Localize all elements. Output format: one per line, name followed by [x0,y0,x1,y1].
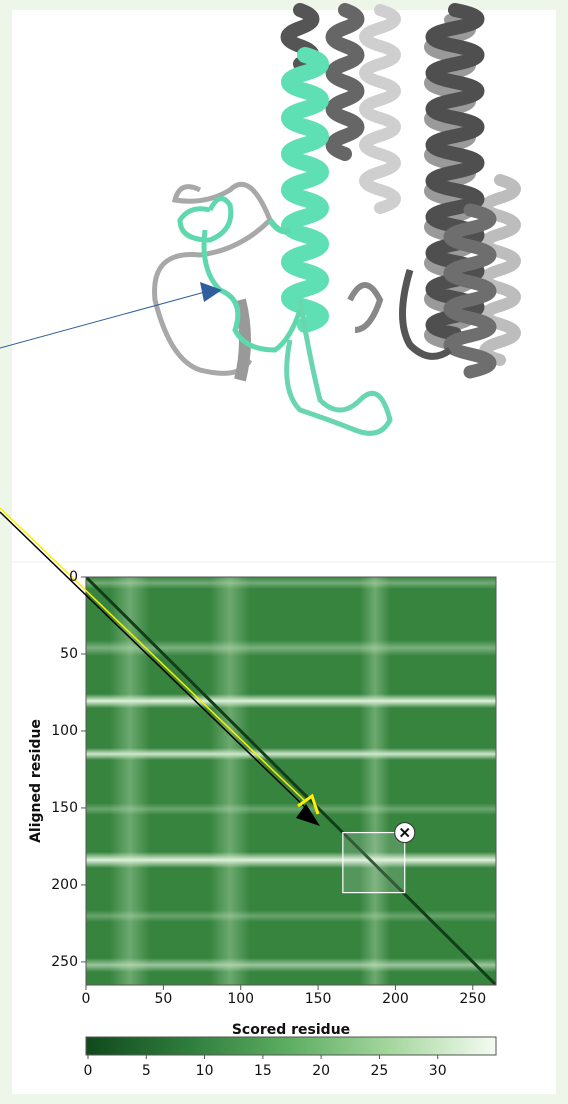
y-tick-label: 150 [51,800,78,816]
colorbar-tick-label: 20 [312,1063,330,1079]
x-tick-label: 150 [305,991,332,1007]
y-tick-label: 250 [51,954,78,970]
x-axis-label: Scored residue [232,1022,350,1038]
x-tick-label: 100 [227,991,254,1007]
colorbar-tick-label: 0 [84,1063,93,1079]
colorbar [86,1037,496,1055]
y-axis-label: Aligned residue [28,719,44,843]
selection-box [343,833,405,893]
x-tick-label: 250 [459,991,486,1007]
y-tick-label: 50 [60,646,78,662]
colorbar-tick-label: 15 [254,1063,272,1079]
close-selection-button[interactable] [395,823,415,843]
heatmap [86,577,496,985]
vband [210,577,250,985]
x-tick-label: 0 [82,991,91,1007]
colorbar-tick-label: 25 [371,1063,389,1079]
x-tick-label: 200 [382,991,409,1007]
colorbar-tick-label: 30 [429,1063,447,1079]
page: Scored residue Aligned residue 050100150… [0,0,568,1104]
vband [360,577,390,985]
helix [333,10,358,154]
colorbar-tick-label: 10 [196,1063,214,1079]
app: Scored residue Aligned residue 050100150… [0,0,568,1104]
y-tick-label: 100 [51,723,78,739]
colorbar-tick-label: 5 [142,1063,151,1079]
y-tick-label: 200 [51,877,78,893]
x-tick-label: 50 [154,991,172,1007]
y-tick-label: 0 [69,569,78,585]
